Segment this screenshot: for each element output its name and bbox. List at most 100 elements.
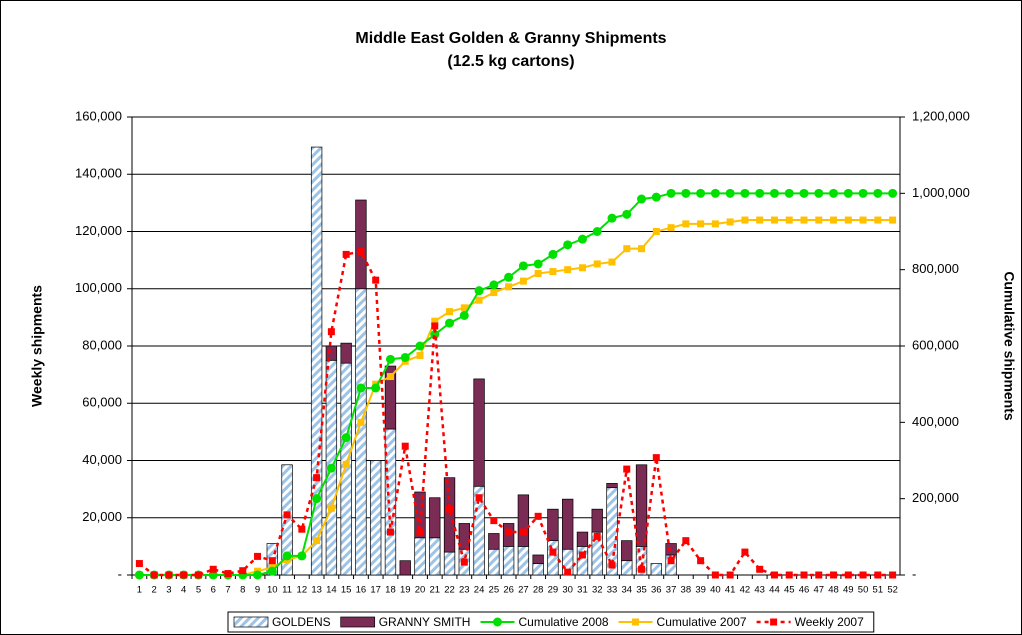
marker — [593, 260, 601, 268]
marker — [844, 571, 852, 579]
marker — [711, 571, 719, 579]
marker — [460, 304, 468, 312]
marker — [859, 571, 867, 579]
marker — [518, 261, 528, 271]
marker — [504, 272, 514, 282]
bar — [532, 554, 544, 564]
marker — [400, 352, 410, 362]
x-tick-label: 44 — [769, 585, 780, 596]
marker — [534, 512, 542, 520]
y2-tick-label: 800,000 — [912, 261, 959, 276]
y-tick-label: 80,000 — [82, 337, 122, 352]
marker — [342, 460, 350, 468]
y-tick-label: - — [118, 566, 122, 581]
y-axis-title: Weekly shipments — [29, 285, 45, 407]
bar — [310, 146, 323, 576]
marker — [490, 289, 498, 297]
bar — [606, 483, 618, 489]
marker — [608, 258, 616, 266]
marker — [667, 557, 675, 565]
x-tick-label: 42 — [740, 585, 751, 596]
marker — [150, 571, 158, 579]
marker — [135, 560, 143, 568]
x-tick-label: 5 — [196, 585, 201, 596]
marker — [446, 308, 454, 316]
marker — [814, 188, 824, 198]
marker — [312, 494, 322, 504]
marker — [239, 567, 247, 575]
x-tick-label: 49 — [843, 585, 854, 596]
y2-tick-label: 600,000 — [912, 337, 959, 352]
bar — [443, 551, 456, 576]
legend-box — [227, 611, 875, 633]
bar — [650, 563, 662, 576]
marker — [815, 216, 823, 224]
bar — [621, 560, 633, 576]
marker — [254, 552, 262, 560]
marker — [784, 188, 794, 198]
bar — [488, 548, 500, 576]
marker — [327, 504, 335, 512]
legend-label: Weekly 2007 — [795, 615, 864, 629]
marker — [430, 330, 440, 340]
bar — [399, 560, 411, 576]
marker — [533, 259, 543, 269]
x-tick-label: 35 — [636, 585, 647, 596]
x-tick-label: 47 — [813, 585, 824, 596]
bar — [414, 537, 426, 576]
bar — [384, 365, 397, 430]
marker — [800, 571, 808, 579]
marker — [638, 245, 646, 253]
marker — [564, 568, 572, 576]
marker — [711, 220, 719, 228]
x-tick-label: 30 — [562, 585, 573, 596]
bar — [532, 563, 544, 576]
marker — [740, 188, 750, 198]
x-tick-label: 40 — [710, 585, 721, 596]
y2-tick-label: - — [912, 566, 916, 581]
x-tick-label: 14 — [326, 585, 337, 596]
line — [139, 192, 893, 576]
x-tick-label: 23 — [459, 585, 470, 596]
bar — [429, 497, 441, 539]
y-tick-label: 140,000 — [75, 166, 122, 181]
bar — [517, 494, 530, 547]
marker — [830, 571, 838, 579]
x-tick-label: 3 — [166, 585, 171, 596]
marker — [342, 250, 350, 258]
x-tick-label: 39 — [695, 585, 706, 596]
marker — [873, 188, 883, 198]
x-tick-label: 9 — [255, 585, 260, 596]
marker — [460, 558, 468, 566]
marker — [416, 528, 424, 536]
marker — [829, 188, 839, 198]
chart-subtitle: (12.5 kg cartons) — [447, 53, 574, 70]
marker — [474, 286, 484, 296]
x-tick-label: 41 — [725, 585, 736, 596]
legend-marker — [492, 617, 502, 627]
marker — [564, 266, 572, 274]
marker — [371, 383, 381, 393]
marker — [592, 227, 602, 236]
marker — [844, 216, 852, 224]
bar — [340, 342, 352, 364]
marker — [785, 216, 793, 224]
legend-swatch — [340, 616, 376, 628]
x-tick-label: 31 — [577, 585, 588, 596]
x-tick-label: 24 — [474, 585, 485, 596]
marker — [283, 511, 291, 519]
x-tick-label: 34 — [621, 585, 632, 596]
x-tick-label: 11 — [282, 585, 292, 596]
marker — [607, 213, 617, 223]
marker — [577, 234, 587, 244]
marker — [623, 465, 631, 473]
y2-tick-label: 200,000 — [912, 490, 959, 505]
marker — [682, 220, 690, 228]
y2-tick-label: 1,000,000 — [912, 185, 970, 200]
marker — [843, 188, 853, 198]
x-tick-label: 51 — [873, 585, 884, 596]
marker — [638, 565, 646, 573]
bar — [591, 508, 603, 533]
marker — [755, 188, 765, 198]
marker — [741, 548, 749, 556]
